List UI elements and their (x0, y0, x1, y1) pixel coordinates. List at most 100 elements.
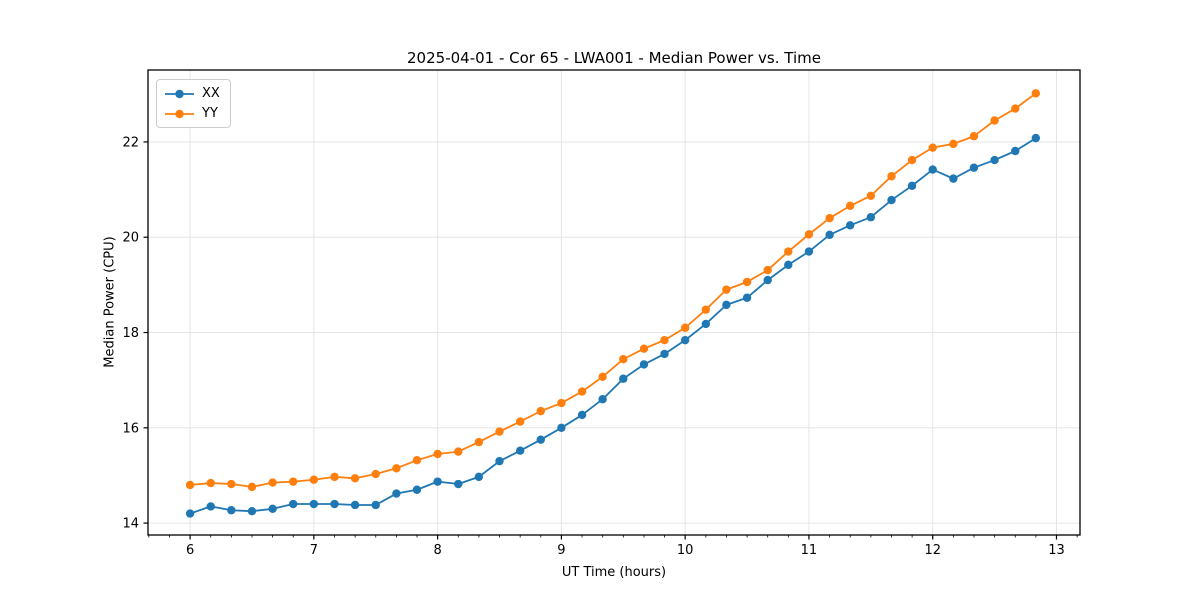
data-point-yy (268, 478, 277, 487)
legend[interactable]: XX YY (156, 79, 231, 128)
data-point-xx (619, 374, 628, 383)
data-point-yy (536, 406, 545, 416)
data-point-xx (598, 395, 607, 404)
data-point-yy (619, 355, 628, 364)
data-point-xx (309, 499, 319, 509)
data-point-xx (887, 195, 896, 205)
data-point-yy (350, 474, 360, 483)
data-point-yy (371, 469, 380, 479)
data-point-xx (990, 155, 999, 165)
legend-item-yy[interactable]: YY (164, 104, 220, 123)
data-point-xx (949, 174, 958, 183)
data-point-yy (680, 323, 690, 332)
data-point-yy (990, 116, 999, 125)
x-tick-label: 13 (1048, 543, 1065, 558)
data-point-yy (701, 305, 711, 314)
data-point-xx (247, 506, 257, 516)
data-point-xx (536, 435, 545, 444)
data-point-yy (454, 447, 463, 456)
data-point-yy (288, 477, 298, 486)
data-point-yy (227, 479, 236, 489)
data-point-xx (185, 509, 195, 518)
data-point-yy (722, 285, 731, 294)
data-point-xx (680, 335, 690, 345)
legend-label-xx: XX (202, 86, 220, 101)
data-point-yy (392, 464, 401, 473)
data-point-xx (474, 472, 484, 482)
data-point-yy (639, 344, 649, 353)
y-tick-label: 16 (122, 421, 139, 436)
legend-swatch-xx-icon (165, 89, 194, 98)
data-point-xx (804, 247, 814, 256)
data-point-yy (598, 372, 607, 382)
data-point-xx (722, 300, 731, 310)
data-point-xx (660, 349, 669, 359)
data-point-yy (928, 143, 937, 152)
data-point-yy (577, 387, 587, 396)
data-point-yy (660, 335, 669, 345)
data-point-yy (309, 475, 319, 484)
data-point-xx (763, 275, 772, 285)
y-tick-label: 22 (122, 135, 139, 150)
data-point-yy (474, 437, 484, 447)
data-point-xx (1031, 133, 1041, 143)
data-point-yy (557, 398, 566, 408)
data-point-xx (371, 500, 380, 510)
x-tick-label: 10 (677, 543, 694, 558)
data-point-yy (887, 172, 896, 181)
data-point-yy (515, 417, 525, 426)
y-tick-label: 20 (122, 231, 139, 246)
data-point-yy (763, 265, 772, 275)
data-point-xx (227, 506, 236, 515)
plot-frame (147, 69, 1081, 536)
data-point-yy (433, 449, 442, 459)
data-point-yy (866, 191, 876, 200)
data-point-yy (907, 155, 917, 165)
data-point-xx (928, 165, 937, 174)
data-point-xx (206, 502, 215, 511)
data-point-xx (742, 293, 752, 302)
data-point-yy (1031, 89, 1041, 98)
data-point-xx (845, 221, 855, 230)
data-point-yy (1011, 104, 1020, 113)
data-point-xx (330, 499, 339, 509)
data-point-yy (495, 427, 504, 436)
data-point-yy (330, 472, 339, 482)
data-point-xx (701, 319, 711, 329)
x-tick-label: 6 (186, 543, 194, 558)
data-point-xx (495, 456, 504, 466)
data-point-xx (639, 360, 649, 369)
x-tick-label: 7 (310, 543, 318, 558)
data-point-xx (907, 181, 917, 190)
data-point-xx (1011, 146, 1020, 156)
data-point-yy (742, 277, 752, 287)
data-point-xx (969, 163, 979, 172)
data-point-xx (784, 260, 793, 270)
series-line-xx (189, 137, 1037, 515)
chart-title: 2025-04-01 - Cor 65 - LWA001 - Median Po… (407, 49, 821, 67)
legend-swatch-yy-icon (165, 109, 194, 118)
data-point-yy (949, 139, 958, 149)
data-point-yy (185, 480, 195, 490)
x-tick-label: 9 (557, 543, 565, 558)
x-axis-label: UT Time (hours) (561, 565, 667, 580)
data-point-yy (845, 201, 855, 210)
legend-item-xx[interactable]: XX (164, 84, 220, 103)
legend-label-yy: YY (202, 106, 218, 121)
y-tick-label: 14 (122, 517, 139, 532)
data-point-yy (825, 213, 834, 223)
x-tick-label: 11 (801, 543, 818, 558)
data-point-xx (515, 446, 525, 455)
data-point-yy (804, 230, 814, 239)
x-tick-label: 8 (433, 543, 441, 558)
data-point-xx (412, 485, 422, 494)
data-point-xx (577, 410, 587, 420)
data-point-yy (784, 247, 793, 256)
data-point-yy (969, 132, 979, 141)
data-point-xx (557, 423, 566, 432)
x-tick-label: 12 (924, 543, 941, 558)
data-point-xx (288, 499, 298, 509)
data-point-yy (412, 456, 422, 465)
